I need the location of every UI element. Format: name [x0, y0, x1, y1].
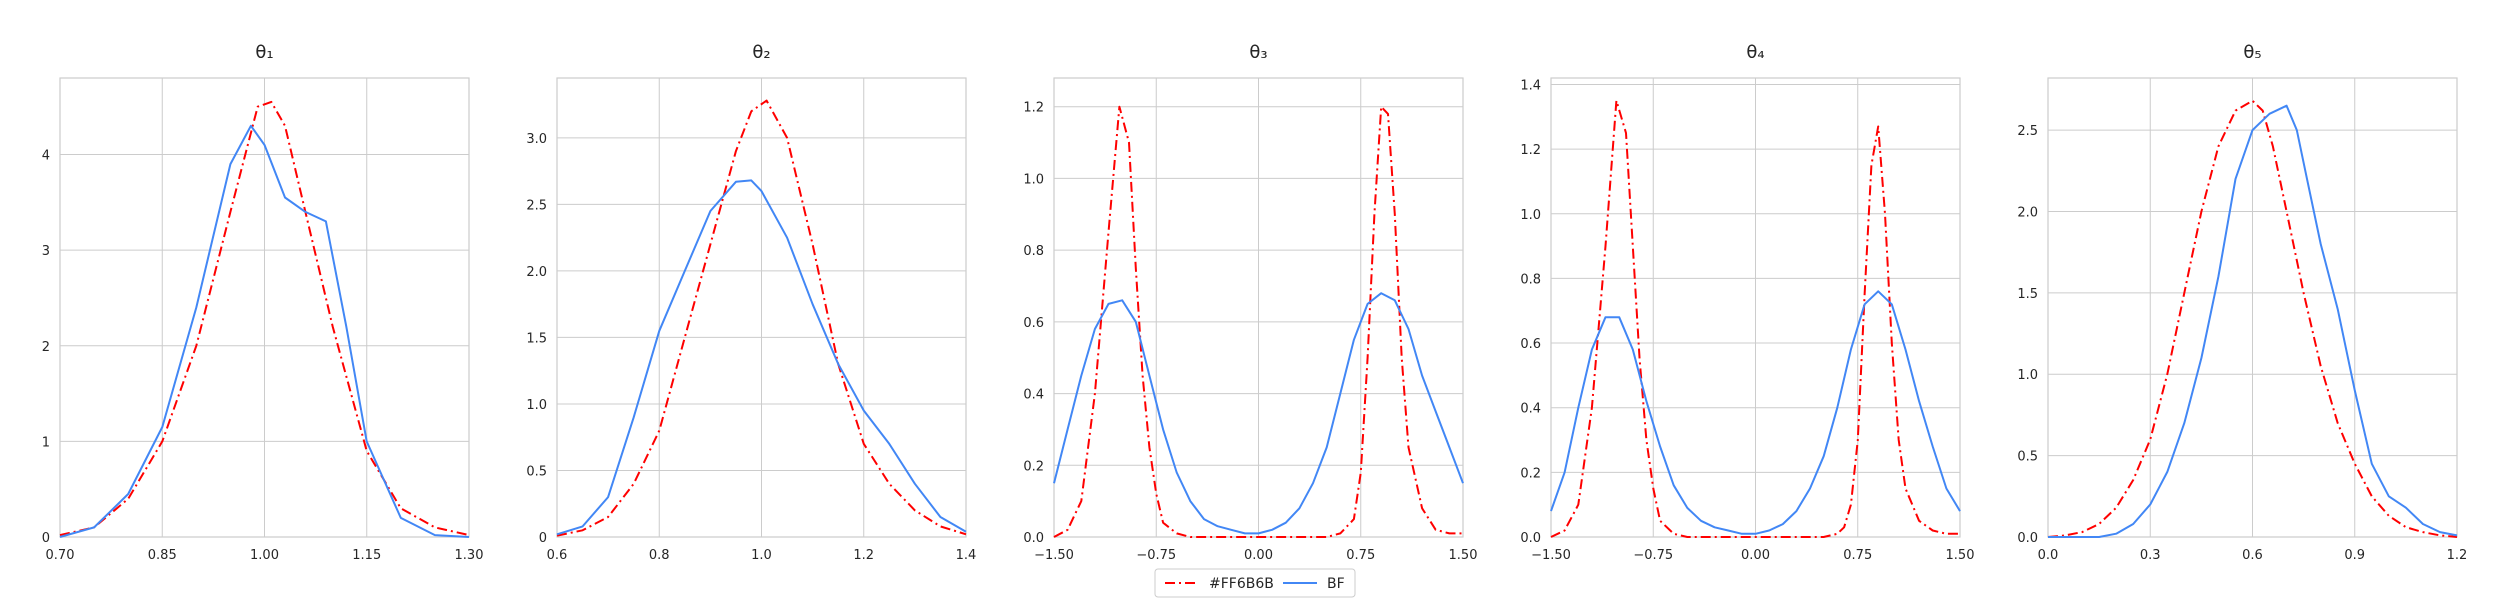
subplot-title: θ₅	[2243, 42, 2261, 63]
series-line-ff6b6b	[556, 99, 967, 537]
y-tick-label: 1.0	[2017, 368, 2038, 383]
y-tick-label: 0.4	[1023, 388, 1044, 403]
y-tick-label: 2.5	[2017, 124, 2038, 139]
y-tick-label: 1.0	[1520, 208, 1541, 223]
series-line-bf	[2048, 104, 2458, 538]
y-tick-label: 3	[42, 244, 50, 259]
x-tick-label: −1.50	[1034, 548, 1074, 563]
y-tick-label: 2.0	[526, 265, 547, 280]
legend: #FF6B6B BF	[1154, 568, 1356, 598]
y-tick-label: 0.2	[1023, 459, 1044, 474]
subplot-1: 0.70 0.85 1.00 1.15 1.30 0 1 2 3 4 θ₁	[42, 42, 484, 563]
y-tick-label: 2.0	[2017, 205, 2038, 220]
series-line-bf	[1550, 290, 1961, 535]
x-tick-label: 1.50	[1449, 548, 1478, 563]
y-tick-label: 0.5	[526, 464, 547, 479]
y-tick-label: 1.5	[526, 331, 547, 346]
y-tick-label: 0.6	[1520, 337, 1541, 352]
subplot-3: −1.50 −0.75 0.00 0.75 1.50 0.0 0.2 0.4 0.6 0.8 1.0…	[1023, 42, 1477, 563]
x-tick-label: 1.15	[352, 548, 381, 563]
y-tick-label: 1.0	[1023, 172, 1044, 187]
x-tick-label: 0.6	[2242, 548, 2263, 563]
subplot-5: 0.0 0.3 0.6 0.9 1.2 0.0 0.5 1.0 1.5 2.0 2.5 θ₅	[2017, 42, 2467, 563]
x-tick-label: 1.50	[1946, 548, 1975, 563]
legend-label: BF	[1327, 576, 1345, 592]
series-line-ff6b6b	[1550, 99, 1960, 538]
y-tick-label: 1.4	[1520, 78, 1541, 93]
y-tick-label: 1.2	[1023, 101, 1044, 116]
subplot-title: θ₄	[1746, 42, 1764, 63]
y-tick-label: 0.5	[2017, 450, 2038, 465]
x-tick-label: 1.30	[455, 548, 484, 563]
y-tick-label: 0.0	[2017, 531, 2038, 546]
x-tick-label: 0.0	[2038, 548, 2059, 563]
y-tick-label: 0.0	[1023, 531, 1044, 546]
x-tick-label: −0.75	[1633, 548, 1673, 563]
y-tick-label: 3.0	[526, 132, 547, 147]
y-tick-label: 0	[539, 531, 547, 546]
x-tick-label: 0.00	[1741, 548, 1770, 563]
legend-label: #FF6B6B	[1209, 576, 1274, 592]
x-tick-label: 0.75	[1346, 548, 1375, 563]
y-tick-label: 2	[42, 340, 50, 355]
x-tick-label: 1.0	[751, 548, 772, 563]
x-tick-label: 1.4	[956, 548, 977, 563]
y-tick-label: 0	[42, 531, 50, 546]
x-tick-label: −1.50	[1531, 548, 1571, 563]
subplot-title: θ₂	[752, 42, 770, 63]
x-tick-label: 1.00	[250, 548, 279, 563]
y-tick-label: 1.5	[2017, 287, 2038, 302]
series-line-ff6b6b	[59, 100, 470, 537]
y-tick-label: 1	[42, 435, 50, 450]
y-tick-label: 4	[42, 149, 50, 164]
subplot-4: −1.50 −0.75 0.00 0.75 1.50 0.0 0.2 0.4 0.6 0.8 1.0…	[1520, 42, 1974, 563]
y-tick-label: 0.0	[1520, 531, 1541, 546]
y-tick-label: 0.4	[1520, 402, 1541, 417]
subplot-title: θ₁	[255, 42, 273, 63]
series-line-bf	[556, 179, 967, 536]
x-tick-label: 0.6	[547, 548, 568, 563]
y-tick-label: 0.8	[1023, 244, 1044, 259]
x-tick-label: 0.85	[148, 548, 177, 563]
x-tick-label: 0.75	[1843, 548, 1872, 563]
y-tick-label: 0.6	[1023, 316, 1044, 331]
y-tick-label: 0.8	[1520, 272, 1541, 287]
series-line-bf	[1053, 292, 1464, 535]
subplot-2: 0.6 0.8 1.0 1.2 1.4 0 0.5 1.0 1.5 2.0 2.5 3.0 θ₂	[526, 42, 976, 563]
x-tick-label: 1.2	[853, 548, 874, 563]
x-tick-label: 0.8	[649, 548, 670, 563]
y-tick-label: 1.2	[1520, 143, 1541, 158]
subplot-title: θ₃	[1249, 42, 1267, 63]
y-tick-label: 0.2	[1520, 466, 1541, 481]
legend-box	[1154, 568, 1356, 598]
series-line-ff6b6b	[1053, 105, 1463, 538]
plot-frame	[2047, 77, 2458, 538]
y-tick-label: 1.0	[526, 398, 547, 413]
x-tick-label: 0.70	[46, 548, 75, 563]
plot-frame	[59, 77, 470, 538]
series-line-ff6b6b	[2047, 99, 2458, 538]
x-tick-label: 0.9	[2344, 548, 2365, 563]
plot-frame	[556, 77, 967, 538]
x-tick-label: 0.3	[2140, 548, 2161, 563]
y-tick-label: 2.5	[526, 198, 547, 213]
series-line-bf	[59, 124, 470, 538]
x-tick-label: 0.00	[1244, 548, 1273, 563]
x-tick-label: 1.2	[2447, 548, 2468, 563]
x-tick-label: −0.75	[1136, 548, 1176, 563]
